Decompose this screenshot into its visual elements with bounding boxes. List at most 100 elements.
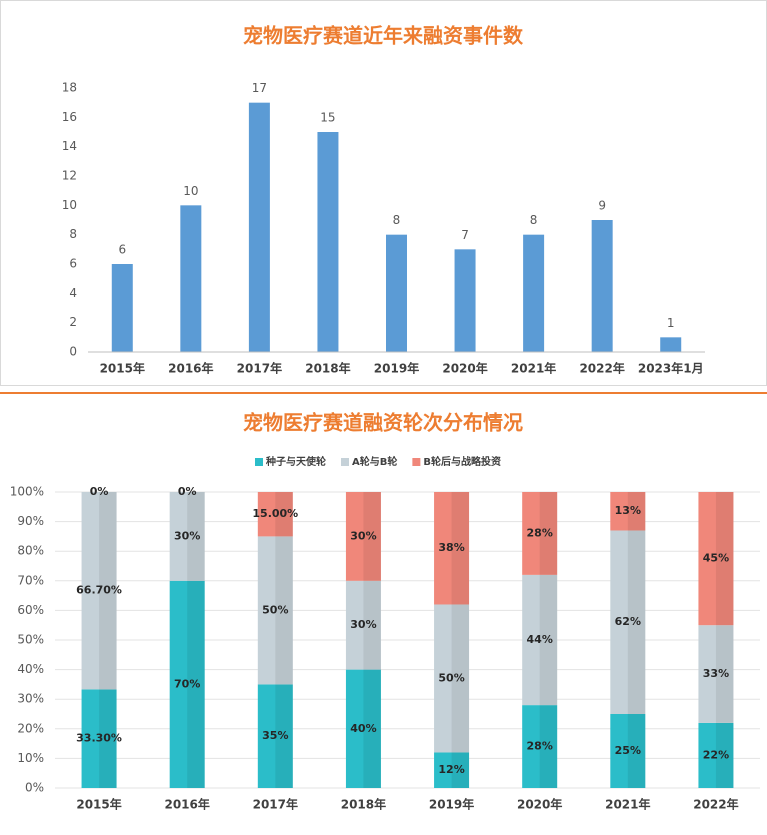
- y-tick-label: 0: [69, 345, 77, 359]
- y-tick-label: 12: [62, 169, 77, 183]
- y-tick-label: 70%: [17, 573, 44, 587]
- value-label: 38%: [438, 541, 464, 554]
- y-tick-label: 10%: [17, 751, 44, 765]
- y-tick-label: 100%: [10, 485, 44, 499]
- value-label: 28%: [527, 526, 553, 539]
- y-tick-label: 2: [69, 315, 77, 329]
- x-tick-label: 2023年1月: [638, 361, 704, 376]
- x-tick-label: 2021年: [511, 361, 556, 376]
- bar: [180, 205, 202, 352]
- bar-segment: [522, 705, 558, 788]
- x-tick-label: 2016年: [164, 797, 209, 812]
- y-tick-label: 20%: [17, 721, 44, 735]
- value-label: 9: [598, 199, 606, 213]
- bar-segment: [522, 574, 558, 706]
- bar-segment: [610, 714, 646, 788]
- bar-shade: [715, 625, 734, 723]
- x-tick-label: 2017年: [237, 361, 282, 376]
- bar-segment: [610, 492, 646, 531]
- x-tick-label: 2018年: [341, 797, 386, 812]
- bar-segment: [345, 492, 381, 581]
- value-label: 8: [393, 213, 401, 227]
- y-tick-label: 6: [69, 257, 77, 271]
- value-label: 62%: [615, 615, 641, 628]
- value-label: 22%: [703, 748, 729, 761]
- bar-shade: [363, 492, 381, 581]
- value-label: 28%: [527, 740, 553, 753]
- value-label: 15.00%: [252, 507, 298, 520]
- legend-label: B轮后与战略投资: [423, 455, 501, 468]
- legend-label: 种子与天使轮: [265, 455, 326, 468]
- y-tick-label: 18: [62, 81, 77, 95]
- bar: [386, 234, 407, 352]
- value-label: 35%: [262, 729, 288, 742]
- legend-swatch: [341, 458, 349, 466]
- legend-label: A轮与B轮: [352, 455, 397, 468]
- value-label: 15: [320, 111, 335, 125]
- bar-shade: [99, 689, 117, 788]
- x-tick-label: 2020年: [442, 361, 487, 376]
- x-tick-label: 2020年: [517, 797, 562, 812]
- bar-segment: [698, 492, 734, 626]
- value-label: 50%: [262, 603, 288, 616]
- value-label: 17: [252, 81, 267, 95]
- bar-shade: [363, 580, 381, 670]
- bar: [454, 249, 476, 352]
- bar-shade: [539, 705, 558, 788]
- bar-segment: [169, 580, 205, 788]
- value-label: 66.70%: [76, 584, 122, 597]
- bar-segment: [81, 689, 117, 788]
- bar-segment: [434, 492, 470, 605]
- legend-swatch: [412, 458, 421, 466]
- bar-shade: [627, 492, 646, 531]
- y-tick-label: 14: [62, 139, 77, 153]
- bar-shade: [539, 574, 558, 706]
- y-tick-label: 40%: [17, 662, 44, 676]
- bar-segment: [257, 684, 293, 788]
- bar-shade: [99, 492, 117, 690]
- bar: [111, 264, 133, 352]
- bar-segment: [81, 492, 117, 690]
- bar-shade: [451, 604, 470, 753]
- value-label: 7: [461, 228, 469, 242]
- x-tick-label: 2015年: [100, 361, 145, 376]
- x-tick-label: 2019年: [429, 797, 474, 812]
- chart-title: 宠物医疗赛道融资轮次分布情况: [243, 411, 523, 435]
- value-label: 0%: [178, 485, 197, 498]
- chart-title: 宠物医疗赛道近年来融资事件数: [243, 24, 524, 48]
- bar-shade: [627, 714, 646, 788]
- value-label: 6: [118, 243, 126, 257]
- bar-shade: [187, 492, 205, 581]
- y-tick-label: 60%: [17, 603, 44, 617]
- value-label: 30%: [350, 529, 376, 542]
- bar-shade: [275, 492, 293, 537]
- y-tick-label: 50%: [17, 633, 44, 647]
- bar: [317, 132, 339, 352]
- bar-segment: [345, 580, 381, 670]
- bar-segment: [522, 492, 558, 575]
- value-label: 10: [183, 184, 198, 198]
- value-label: 44%: [527, 633, 553, 646]
- bar: [591, 220, 613, 352]
- bar-segment: [169, 492, 205, 581]
- x-tick-label: 2016年: [168, 361, 213, 376]
- x-tick-label: 2015年: [76, 797, 121, 812]
- bar-shade: [363, 669, 381, 788]
- x-tick-label: 2022年: [579, 361, 624, 376]
- value-label: 0%: [90, 485, 109, 498]
- bar-segment: [257, 536, 293, 685]
- x-tick-label: 2022年: [693, 797, 738, 812]
- value-label: 12%: [438, 763, 464, 776]
- value-label: 70%: [174, 677, 200, 690]
- bar-shade: [187, 580, 205, 788]
- value-label: 30%: [350, 618, 376, 631]
- bar-segment: [698, 625, 734, 723]
- value-label: 30%: [174, 529, 200, 542]
- bar-segment: [698, 722, 734, 788]
- bar-shade: [715, 722, 734, 788]
- x-tick-label: 2018年: [305, 361, 350, 376]
- value-label: 25%: [615, 744, 641, 757]
- y-tick-label: 30%: [17, 692, 44, 706]
